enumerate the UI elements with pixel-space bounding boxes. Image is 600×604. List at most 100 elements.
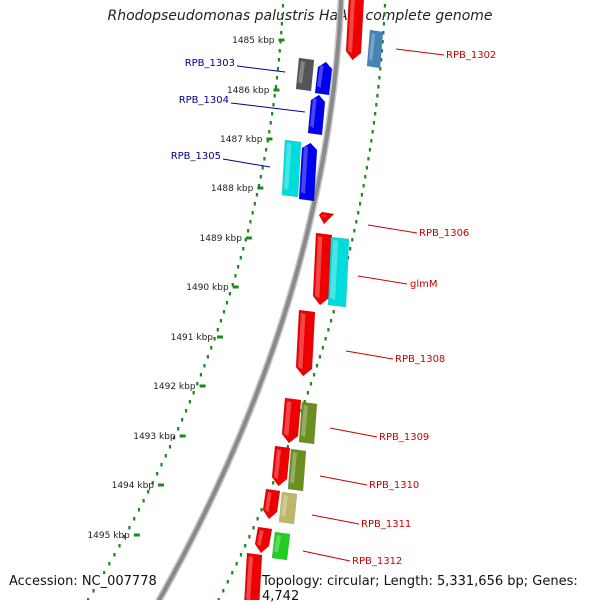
kbp-labels: 1485 kbp 1486 kbp 1487 kbp 1488 kbp 1489 kbp…: [62, 36, 285, 589]
gene-rpb-1310-shade: [274, 449, 281, 479]
gene-label-left: RPB_1304: [179, 95, 229, 106]
kbp-tick: [245, 236, 252, 240]
gene-rpb-1304: [307, 94, 326, 136]
ring-tick: [367, 157, 370, 161]
ring-tick: [280, 22, 283, 26]
gene-rpb-1303: [295, 57, 315, 92]
leader-line-right: [367, 224, 418, 234]
ring-tick: [133, 517, 136, 521]
backbone-line: [156, 0, 344, 600]
kbp-tick: [133, 533, 140, 537]
ring-tick: [222, 589, 225, 593]
leader-line-right: [302, 550, 351, 562]
leader-line-right: [329, 427, 378, 438]
ring-tick: [103, 571, 106, 575]
leader-line-right: [319, 475, 368, 486]
gene-label-left: RPB_1305: [171, 151, 221, 162]
ring-tick: [378, 76, 381, 80]
kbp-label: 1492 kbp: [153, 382, 196, 392]
gene-rpb-1312-shade: [257, 530, 264, 546]
leader-line-left: [236, 65, 286, 73]
gene-label-right: RPB_1309: [379, 432, 429, 443]
ring-tick: [210, 346, 213, 350]
ring-tick: [353, 229, 356, 233]
gene-rpb-1302-b-shade: [369, 33, 376, 61]
ring-tick: [256, 517, 259, 521]
kbp-label: 1486 kbp: [227, 86, 270, 96]
ring-tick: [113, 553, 116, 557]
kbp-label: 1489 kbp: [200, 234, 243, 244]
gene-rpb-1303-b: [314, 61, 333, 96]
kbp-tick: [158, 483, 165, 487]
ring-tick: [357, 211, 360, 215]
kbp-tick: [199, 384, 206, 388]
ring-tick: [364, 175, 367, 179]
ring-tick: [108, 562, 111, 566]
gene-rpb-1303-b-shade: [317, 65, 324, 88]
ring-tick: [351, 238, 354, 242]
ring-tick: [239, 553, 243, 557]
gene-rpb-1302-b: [366, 29, 384, 69]
gene-label-right: RPB_1308: [395, 354, 445, 365]
leader-line-right: [357, 275, 408, 285]
map-title: Rhodopseudomonas palustris HaA2, complet…: [107, 8, 493, 24]
ring-tick: [244, 544, 247, 548]
leader-line-right: [395, 48, 445, 56]
ring-tick: [265, 148, 268, 152]
ring-tick: [181, 418, 184, 422]
ring-tick: [142, 499, 145, 503]
gene-glmm-shade: [330, 240, 339, 300]
leader-line-right: [345, 350, 394, 360]
gene-rpb-1312-b: [271, 531, 291, 561]
leader-line-left: [222, 158, 271, 168]
gene-rpb-1312: [254, 526, 273, 554]
ring-tick: [274, 85, 277, 89]
gene-label-left: RPB_1303: [185, 58, 235, 69]
ring-tick: [355, 220, 358, 224]
kbp-tick: [273, 88, 280, 92]
gene-rpb-1306-b: [312, 232, 333, 306]
gene-label-right: RPB_1302: [446, 50, 496, 61]
ring-tick: [147, 490, 150, 494]
kbp-tick: [232, 285, 239, 289]
kbp-label: 1488 kbp: [211, 184, 254, 194]
ring-tick: [271, 112, 274, 116]
gene-rpb-1305-b: [298, 142, 318, 202]
ring-tick: [213, 337, 216, 341]
ring-tick: [239, 256, 242, 260]
gene-rpb-1313-shade: [246, 556, 253, 600]
ring-tick: [199, 373, 203, 377]
ring-tick: [255, 193, 259, 197]
ring-tick: [164, 454, 167, 458]
ring-tick: [382, 22, 386, 26]
ring-tick: [277, 58, 281, 62]
ring-tick: [275, 76, 279, 80]
ring-tick: [368, 148, 371, 152]
ring-tick: [92, 589, 95, 593]
ring-tick: [377, 85, 380, 89]
ring-tick: [257, 184, 261, 188]
ring-tick: [360, 193, 363, 197]
gene-label-right: RPB_1311: [361, 519, 411, 530]
ring-tick: [358, 202, 362, 206]
ring-tick: [192, 391, 195, 395]
ring-tick: [303, 400, 306, 404]
gene-rpb-1312-b-shade: [274, 535, 281, 553]
gene-rpb-1308-shade: [298, 313, 306, 369]
ring-tick: [306, 391, 309, 395]
ring-tick: [273, 94, 276, 98]
ring-tick: [382, 31, 385, 35]
ring-tick: [332, 310, 335, 314]
kbp-tick: [266, 137, 273, 141]
ring-tick: [318, 355, 322, 359]
ring-tick: [242, 247, 245, 251]
gene-rpb-1311-shade: [265, 492, 272, 512]
ring-tick: [249, 220, 252, 224]
ring-tick: [231, 283, 234, 287]
ring-tick: [374, 112, 377, 116]
gene-rpb-1304-shade: [310, 98, 317, 128]
gene-rpb-1310-b: [287, 448, 307, 492]
gene-label-right: RPB_1310: [369, 480, 419, 491]
ring-tick: [380, 58, 383, 62]
